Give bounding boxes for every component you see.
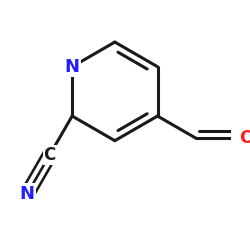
Text: C: C (44, 146, 56, 164)
Text: O: O (239, 130, 250, 148)
Text: N: N (20, 185, 35, 203)
Text: N: N (65, 58, 80, 76)
